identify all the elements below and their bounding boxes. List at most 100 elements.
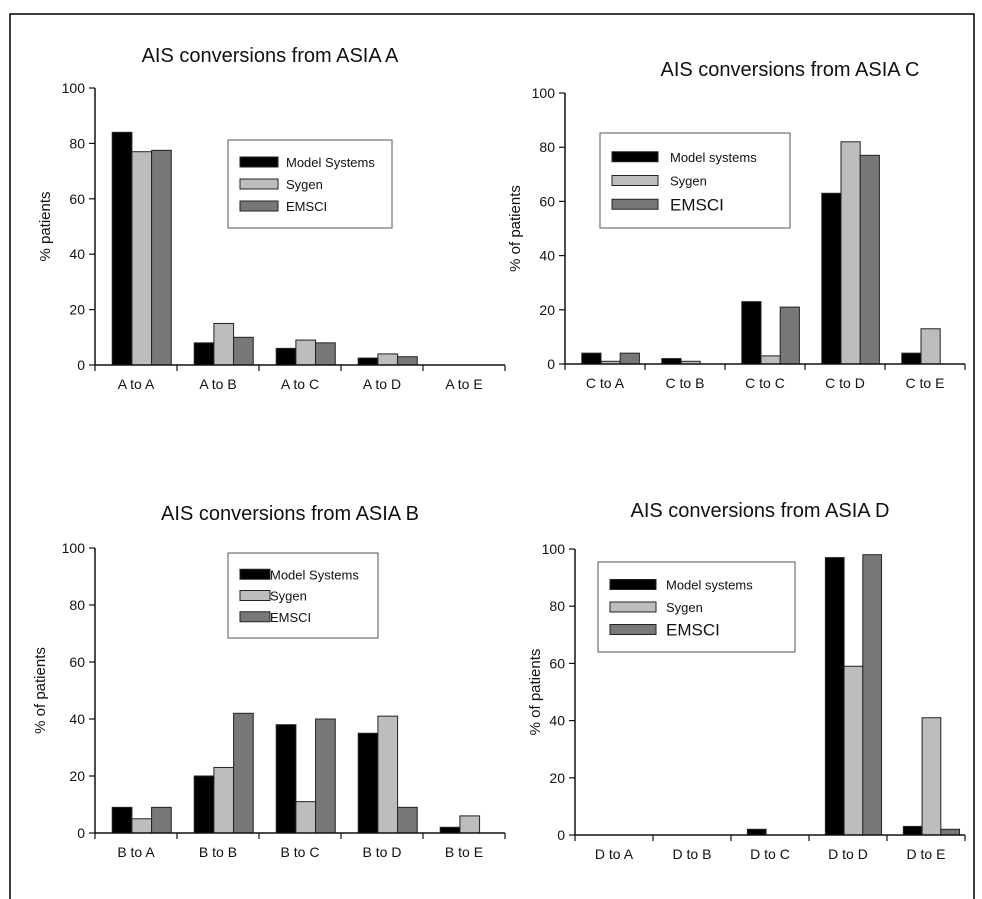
y-tick-label-40: 40	[539, 248, 555, 264]
x-tick-label-d-to-a: D to A	[595, 846, 634, 862]
x-tick-label-c-to-c: C to C	[745, 375, 785, 391]
bar-sygen-b-to-d	[377, 715, 399, 834]
x-tick-label-b-to-b: B to B	[199, 844, 237, 860]
x-tick-label-a-to-a: A to A	[118, 376, 155, 392]
bar-sygen-a-to-c	[295, 339, 317, 366]
bar-model-systems-d-to-e	[902, 825, 923, 836]
y-tick-label-0: 0	[547, 356, 555, 372]
legend-label-sygen: Sygen	[670, 174, 707, 189]
bar-emsci-b-to-b	[233, 712, 254, 834]
bar-model-systems-d-to-c	[746, 828, 767, 836]
bar-emsci-c-to-c	[779, 306, 800, 365]
y-tick-label-100: 100	[62, 540, 86, 556]
y-tick-label-60: 60	[539, 193, 555, 209]
y-axis-label: % of patients	[32, 647, 49, 734]
bar-model-systems-c-to-e	[901, 352, 922, 365]
y-tick-label-60: 60	[69, 654, 85, 670]
legend-label-sygen: Sygen	[666, 600, 703, 615]
y-axis-label: % of patients	[527, 649, 544, 736]
bar-model-systems-b-to-b	[193, 775, 215, 834]
bar-emsci-a-to-b	[233, 336, 254, 366]
y-tick-label-80: 80	[539, 139, 555, 155]
legend-label-emsci: EMSCI	[670, 195, 724, 214]
bar-model-systems-b-to-e	[439, 826, 461, 834]
legend-label-emsci: EMSCI	[270, 610, 311, 625]
y-tick-label-20: 20	[69, 768, 85, 784]
bar-model-systems-a-to-a	[111, 131, 133, 366]
x-tick-label-a-to-d: A to D	[363, 376, 401, 392]
y-tick-label-0: 0	[77, 825, 85, 841]
bar-emsci-a-to-a	[151, 149, 172, 366]
legend-swatch-emsci	[609, 624, 657, 635]
y-axis-label: % of patients	[507, 185, 524, 272]
legend-label-model-systems: Model systems	[670, 150, 757, 165]
y-tick-label-100: 100	[62, 80, 86, 96]
y-tick-label-80: 80	[549, 598, 565, 614]
y-tick-label-80: 80	[69, 597, 85, 613]
bar-model-systems-c-to-d	[821, 192, 842, 365]
figure-frame	[9, 13, 975, 899]
legend-swatch-sygen	[611, 175, 659, 186]
legend-swatch-model-systems	[239, 568, 271, 580]
x-tick-label-b-to-c: B to C	[281, 844, 320, 860]
bar-sygen-c-to-c	[760, 355, 781, 365]
legend-label-model-systems: Model systems	[666, 578, 753, 593]
legend-label-model-systems: Model Systems	[270, 567, 359, 582]
legend-swatch-emsci	[239, 611, 271, 623]
chart-title: AIS conversions from ASIA A	[142, 45, 399, 67]
legend: Model systems Sygen EMSCI	[599, 132, 791, 229]
legend-swatch-emsci	[239, 200, 279, 212]
y-tick-label-40: 40	[69, 246, 85, 262]
y-tick-label-20: 20	[539, 302, 555, 318]
legend-swatch-emsci	[611, 198, 659, 210]
legend-swatch-model-systems	[239, 156, 279, 168]
bar-emsci-a-to-d	[397, 356, 418, 366]
chart-panel-asia-b: AIS conversions from ASIA B % of patients…	[32, 503, 506, 860]
y-tick-label-100: 100	[542, 541, 566, 557]
bar-model-systems-b-to-a	[111, 806, 133, 834]
chart-panel-asia-a: AIS conversions from ASIA A % patients 0 20…	[37, 45, 506, 392]
bar-model-systems-a-to-d	[357, 357, 379, 366]
legend-label-emsci: EMSCI	[286, 199, 327, 214]
x-tick-label-a-to-e: A to E	[445, 376, 482, 392]
legend-swatch-sygen	[239, 178, 279, 190]
bar-emsci-c-to-d	[859, 154, 880, 365]
bar-sygen-b-to-b	[213, 766, 235, 834]
legend: Model systems Sygen EMSCI	[597, 561, 796, 653]
y-tick-label-20: 20	[549, 770, 565, 786]
bar-model-systems-c-to-b	[661, 358, 682, 365]
legend-swatch-model-systems	[611, 151, 659, 163]
y-tick-label-20: 20	[69, 302, 85, 318]
bar-emsci-b-to-c	[315, 718, 336, 834]
bar-sygen-b-to-a	[131, 818, 153, 834]
legend-label-sygen: Sygen	[270, 589, 307, 604]
legend: Model Systems Sygen EMSCI	[227, 139, 393, 229]
legend-swatch-sygen	[239, 590, 271, 601]
legend-label-sygen: Sygen	[286, 177, 323, 192]
x-tick-label-a-to-b: A to B	[199, 376, 236, 392]
bar-emsci-d-to-e	[940, 828, 961, 836]
bar-sygen-a-to-d	[377, 353, 399, 366]
x-tick-label-c-to-a: C to A	[586, 375, 625, 391]
x-tick-label-d-to-c: D to C	[750, 846, 790, 862]
y-tick-label-60: 60	[549, 655, 565, 671]
x-tick-label-c-to-e: C to E	[906, 375, 945, 391]
x-tick-label-a-to-c: A to C	[281, 376, 319, 392]
bar-sygen-c-to-d	[840, 141, 861, 365]
x-tick-label-d-to-e: D to E	[907, 846, 946, 862]
bar-model-systems-d-to-d	[824, 557, 845, 836]
bar-model-systems-c-to-a	[581, 352, 602, 365]
bar-model-systems-a-to-c	[275, 347, 297, 366]
bar-sygen-a-to-a	[131, 151, 153, 366]
chart-title: AIS conversions from ASIA B	[161, 503, 419, 525]
legend-label-emsci: EMSCI	[666, 621, 720, 640]
bar-emsci-c-to-a	[619, 352, 640, 365]
bar-sygen-c-to-e	[920, 328, 941, 365]
y-tick-label-40: 40	[549, 713, 565, 729]
bar-sygen-b-to-c	[295, 801, 317, 834]
y-tick-label-40: 40	[69, 711, 85, 727]
bar-model-systems-c-to-c	[741, 301, 762, 365]
x-tick-label-b-to-e: B to E	[445, 844, 483, 860]
y-tick-label-0: 0	[557, 827, 565, 843]
